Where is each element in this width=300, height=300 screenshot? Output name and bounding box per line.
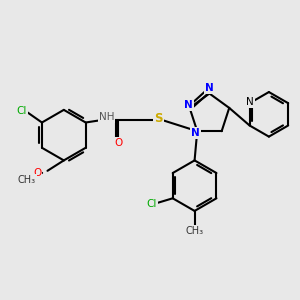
Text: N: N [246,97,254,107]
Text: O: O [33,168,41,178]
Text: N: N [191,128,200,138]
Text: N: N [205,83,214,93]
Text: CH₃: CH₃ [185,226,204,236]
Text: Cl: Cl [16,106,27,116]
Text: O: O [114,138,122,148]
Text: CH₃: CH₃ [18,175,36,185]
Text: NH: NH [99,112,114,122]
Text: S: S [154,112,163,124]
Text: N: N [184,100,193,110]
Text: Cl: Cl [147,199,157,209]
